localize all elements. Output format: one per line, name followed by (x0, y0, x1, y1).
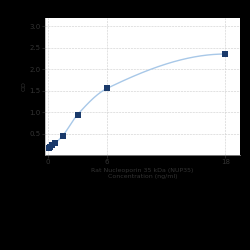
Point (53, 141, 57, 145)
Point (61, 134, 65, 138)
Point (105, 86, 109, 90)
Y-axis label: OD: OD (22, 81, 27, 91)
Point (76, 113, 80, 117)
Point (223, 52, 227, 56)
Point (50, 143, 54, 147)
X-axis label: Rat Nucleoporin 35 kDa (NUP35)
Concentration (ng/ml): Rat Nucleoporin 35 kDa (NUP35) Concentra… (91, 168, 194, 179)
Point (48, 145, 52, 149)
Point (47, 146, 51, 150)
